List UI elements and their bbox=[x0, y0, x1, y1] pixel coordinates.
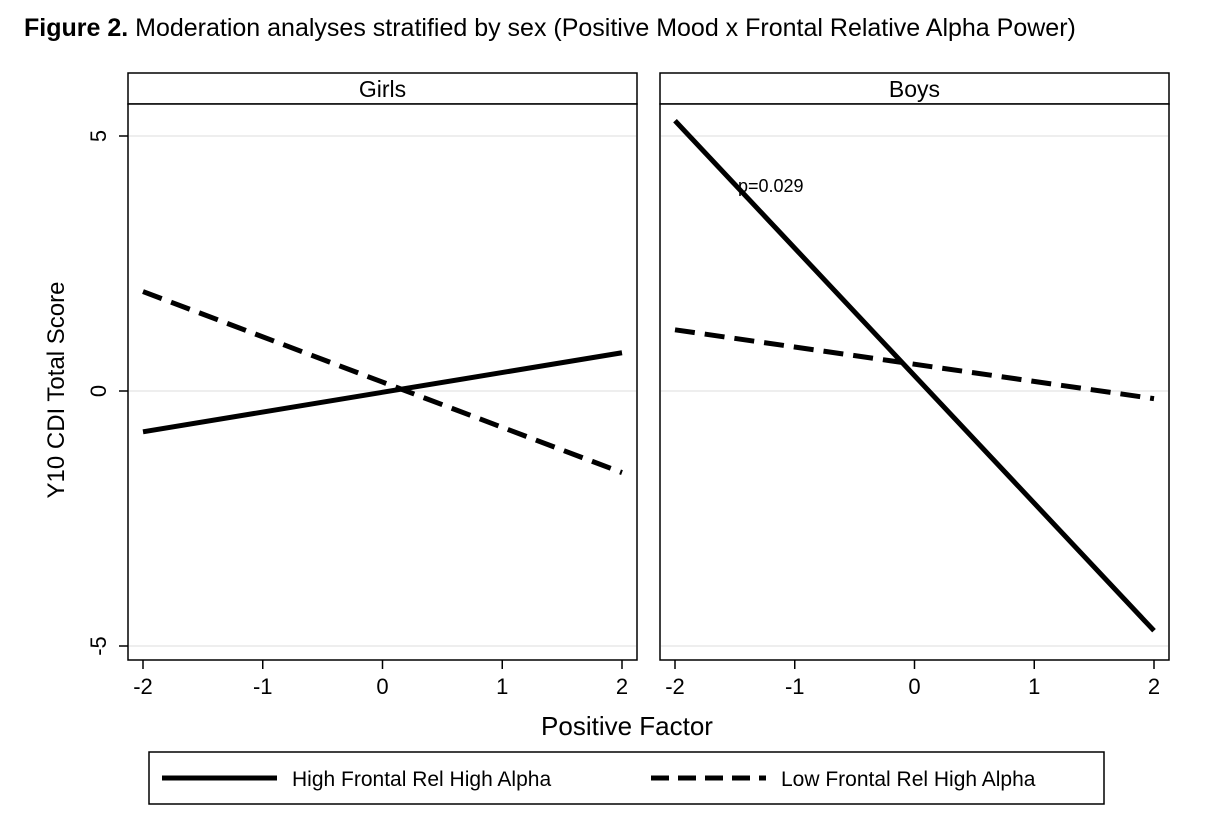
x-axis-label: Positive Factor bbox=[541, 711, 713, 741]
y-tick-label: 0 bbox=[86, 385, 111, 397]
x-tick-label: -2 bbox=[133, 674, 153, 699]
series-line-high-alpha bbox=[673, 118, 1156, 633]
x-tick-label: 2 bbox=[1148, 674, 1160, 699]
series-line-low-alpha bbox=[142, 289, 623, 475]
legend: High Frontal Rel High Alpha Low Frontal R… bbox=[148, 751, 1105, 805]
y-tick-label: -5 bbox=[86, 636, 111, 656]
panel-title: Boys bbox=[889, 76, 940, 102]
x-tick-label: -2 bbox=[665, 674, 685, 699]
x-tick-label: 1 bbox=[496, 674, 508, 699]
legend-label: High Frontal Rel High Alpha bbox=[292, 768, 551, 791]
x-tick-label: 0 bbox=[908, 674, 920, 699]
figure-title: Figure 2. Moderation analyses stratified… bbox=[24, 14, 1076, 43]
figure-caption: Moderation analyses stratified by sex (P… bbox=[128, 14, 1076, 42]
legend-box bbox=[148, 751, 1105, 805]
x-tick-label: -1 bbox=[253, 674, 273, 699]
panel-title: Girls bbox=[359, 76, 406, 102]
figure-label: Figure 2. bbox=[24, 14, 129, 42]
annotation: p=0.029 bbox=[738, 176, 804, 196]
y-axis-label: Y10 CDI Total Score bbox=[43, 282, 70, 499]
legend-label: Low Frontal Rel High Alpha bbox=[781, 768, 1036, 791]
panel-header bbox=[659, 72, 1170, 105]
y-tick-label: 5 bbox=[86, 130, 111, 142]
series-line-high-alpha bbox=[142, 350, 623, 435]
series-line-low-alpha bbox=[674, 327, 1155, 402]
panel-boys: Boys -2 -1 0 1 2 p=0.029 bbox=[659, 72, 1170, 699]
x-tick-label: 2 bbox=[616, 674, 628, 699]
panel-girls: Girls -2 -1 0 1 2 -5 0 5 bbox=[86, 72, 638, 699]
x-tick-label: 0 bbox=[376, 674, 388, 699]
x-tick-label: -1 bbox=[785, 674, 805, 699]
x-tick-label: 1 bbox=[1028, 674, 1040, 699]
